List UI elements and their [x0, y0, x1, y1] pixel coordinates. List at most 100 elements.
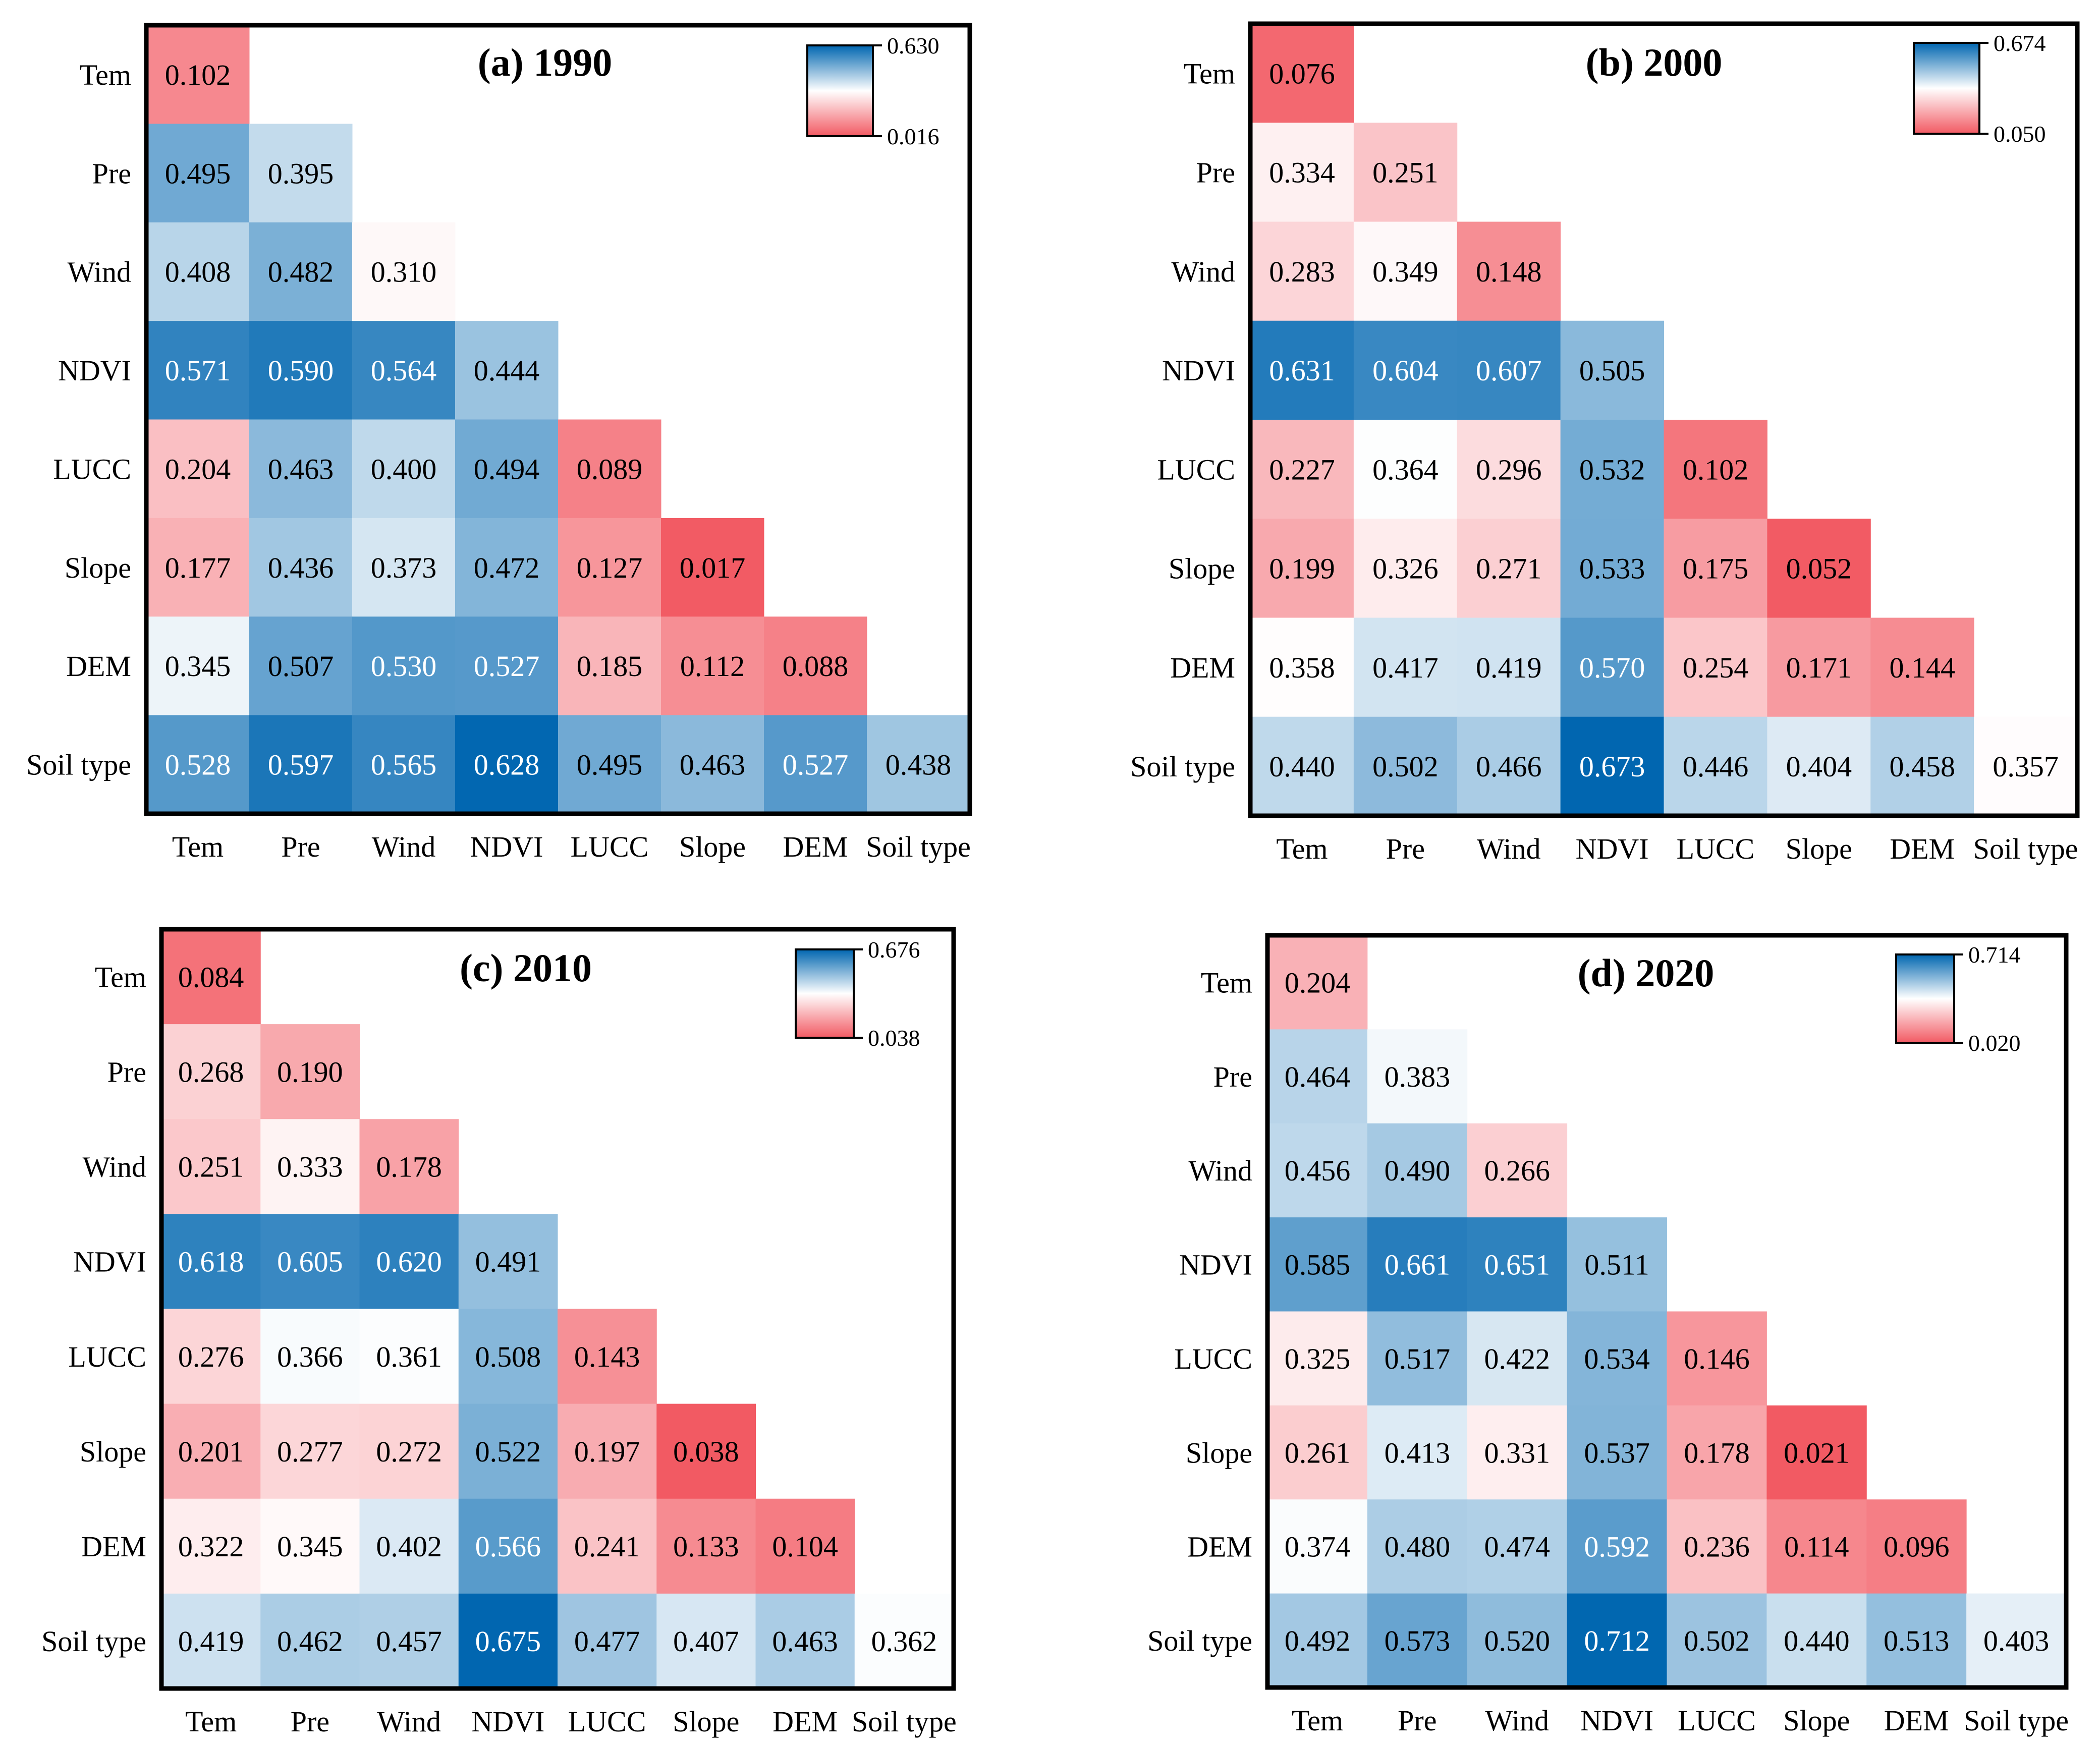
heatmap-cell: [146, 222, 250, 321]
cell-value-label: 0.241: [574, 1530, 640, 1563]
colorbar-min-label: 0.020: [1968, 1030, 2021, 1056]
heatmap-cell: [146, 419, 250, 519]
cell-value-label: 0.463: [680, 749, 746, 781]
heatmap-cell: [558, 1498, 657, 1594]
heatmap-cell: [1467, 1311, 1568, 1406]
heatmap-cell: [352, 518, 456, 617]
column-label: Pre: [1386, 832, 1425, 865]
heatmap-panel: 0.102 0.495 0.395 0.408 0.482 0.310 0.571 0.590…: [26, 23, 972, 863]
heatmap-cell: [1250, 519, 1354, 618]
cell-value-label: 0.605: [277, 1246, 343, 1278]
column-label: Wind: [1485, 1704, 1549, 1737]
heatmap-cell: [359, 1309, 459, 1404]
cell-value-label: 0.419: [178, 1625, 244, 1658]
heatmap-cell: [558, 1403, 657, 1499]
heatmap-cell: [1560, 716, 1664, 816]
cell-value-label: 0.495: [577, 749, 643, 781]
heatmap-cell: [1457, 716, 1561, 816]
cell-value-label: 0.517: [1385, 1342, 1451, 1375]
heatmap-cell: [558, 1593, 657, 1689]
heatmap-cell: [1866, 1499, 1967, 1594]
heatmap-cell: [1267, 1123, 1368, 1218]
cell-value-label: 0.457: [376, 1625, 442, 1658]
heatmap-cell: [1467, 1123, 1568, 1218]
heatmap-cell: [1250, 420, 1354, 519]
heatmap-cell: [1267, 1029, 1368, 1124]
column-label: LUCC: [571, 830, 649, 863]
heatmap-cell: [455, 419, 559, 519]
cell-value-label: 0.438: [886, 749, 952, 781]
heatmap-cell: [249, 124, 353, 223]
heatmap-cell: [1560, 617, 1664, 717]
cell-value-label: 0.491: [475, 1246, 541, 1278]
row-label: Pre: [92, 157, 131, 190]
heatmap-cell: [249, 518, 353, 617]
column-label: Soil type: [1964, 1704, 2069, 1737]
heatmap-cell: [656, 1403, 756, 1499]
cell-value-label: 0.570: [1579, 651, 1645, 684]
heatmap-cell: [260, 1593, 360, 1689]
heatmap-cell: [1250, 123, 1354, 222]
cell-value-label: 0.322: [178, 1530, 244, 1563]
heatmap-cell: [1457, 320, 1561, 420]
cell-value-label: 0.266: [1484, 1154, 1550, 1187]
cell-value-label: 0.277: [277, 1435, 343, 1468]
heatmap-cell: [260, 1403, 360, 1499]
column-label: Wind: [377, 1705, 441, 1738]
cell-value-label: 0.017: [680, 551, 746, 584]
cell-value-label: 0.144: [1889, 651, 1955, 684]
heatmap-cell: [1267, 1405, 1368, 1500]
heatmap-cell: [161, 929, 261, 1025]
heatmap-cell: [558, 616, 661, 716]
heatmap-cell: [352, 222, 456, 321]
row-label: Soil type: [26, 749, 131, 781]
heatmap-cell: [1664, 420, 1767, 519]
heatmap-cell: [455, 715, 559, 814]
heatmap-cell: [260, 1119, 360, 1214]
heatmap-cell: [661, 616, 764, 716]
heatmap-cell: [161, 1214, 261, 1309]
cell-value-label: 0.456: [1285, 1154, 1351, 1187]
heatmap-cell: [1367, 1499, 1468, 1594]
column-label: Wind: [1477, 832, 1541, 865]
cell-value-label: 0.333: [277, 1151, 343, 1184]
cell-value-label: 0.171: [1786, 651, 1852, 684]
panel-frame: [159, 927, 956, 1691]
cell-value-label: 0.400: [371, 453, 437, 485]
row-label: LUCC: [53, 453, 131, 485]
cell-value-label: 0.296: [1476, 453, 1542, 486]
column-label: Slope: [679, 830, 746, 863]
colorbar-max-label: 0.714: [1968, 942, 2021, 968]
cell-value-label: 0.146: [1684, 1342, 1750, 1375]
heatmap-cell: [1353, 519, 1458, 618]
cell-value-label: 0.502: [1684, 1624, 1750, 1657]
heatmap-cell: [1560, 420, 1664, 519]
row-label: Soil type: [1130, 750, 1235, 783]
cell-value-label: 0.185: [577, 650, 643, 683]
row-label: NDVI: [1162, 354, 1235, 387]
cell-value-label: 0.564: [371, 354, 437, 387]
cell-value-label: 0.618: [178, 1246, 244, 1278]
cell-value-label: 0.076: [1269, 57, 1335, 90]
cell-value-label: 0.440: [1269, 750, 1335, 783]
heatmap-cell: [352, 419, 456, 519]
heatmap-cell: [1467, 1217, 1568, 1312]
cell-value-label: 0.197: [574, 1435, 640, 1468]
cell-value-label: 0.528: [165, 749, 231, 781]
heatmap-cell: [1353, 420, 1458, 519]
cell-value-label: 0.096: [1884, 1531, 1950, 1563]
cell-value-label: 0.038: [673, 1435, 739, 1468]
cell-value-label: 0.590: [268, 354, 334, 387]
cell-value-label: 0.364: [1372, 453, 1439, 486]
panel-frame: [1265, 933, 2069, 1690]
heatmap-panel: 0.076 0.334 0.251 0.283 0.349 0.148 0.631 0.604…: [1130, 21, 2080, 865]
cell-value-label: 0.178: [1684, 1436, 1750, 1469]
heatmap-cell: [1667, 1499, 1767, 1594]
cell-value-label: 0.374: [1285, 1531, 1351, 1563]
cell-value-label: 0.522: [475, 1435, 541, 1468]
colorbar: [1895, 953, 1955, 1044]
cell-value-label: 0.268: [178, 1055, 244, 1088]
heatmap-cell: [249, 321, 353, 420]
row-label: DEM: [1170, 651, 1235, 684]
heatmap-cell: [1667, 1593, 1767, 1688]
